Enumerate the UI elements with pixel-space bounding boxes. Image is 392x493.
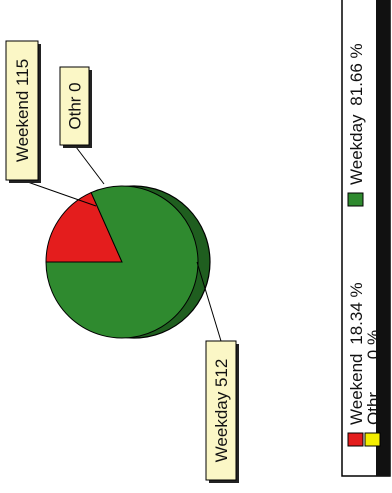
legend-swatch-othr [364,432,381,447]
data-label-weekend: Weekend 115 [13,59,32,162]
data-label-othr: Othr 0 [66,82,85,129]
legend-entry-weekend: Weekend 18.34 % [347,282,366,425]
legend-entry-weekday: Weekday 81.66 % [347,43,366,185]
data-label-box-othr [59,66,90,146]
legend: Weekend 18.34 % Othr 0 % Weekday 81.66 % [341,0,391,477]
legend-shadow [376,0,390,476]
leader-line-weekend [21,179,97,207]
leader-line-othr [74,144,105,185]
pie-slice-weekend [45,191,123,263]
data-label-box-weekend [5,40,39,181]
legend-swatch-weekend [347,432,364,447]
leader-line-weekday [196,261,222,342]
data-labels: Weekday 512 Weekend 115 Othr 0 [5,40,239,483]
data-label-weekday: Weekday 512 [212,359,231,463]
data-label-box-weekday [205,340,237,481]
legend-swatch-weekday [347,192,364,207]
legend-entry-othr: Othr 0 % [364,330,383,425]
pie-plot [45,185,211,339]
